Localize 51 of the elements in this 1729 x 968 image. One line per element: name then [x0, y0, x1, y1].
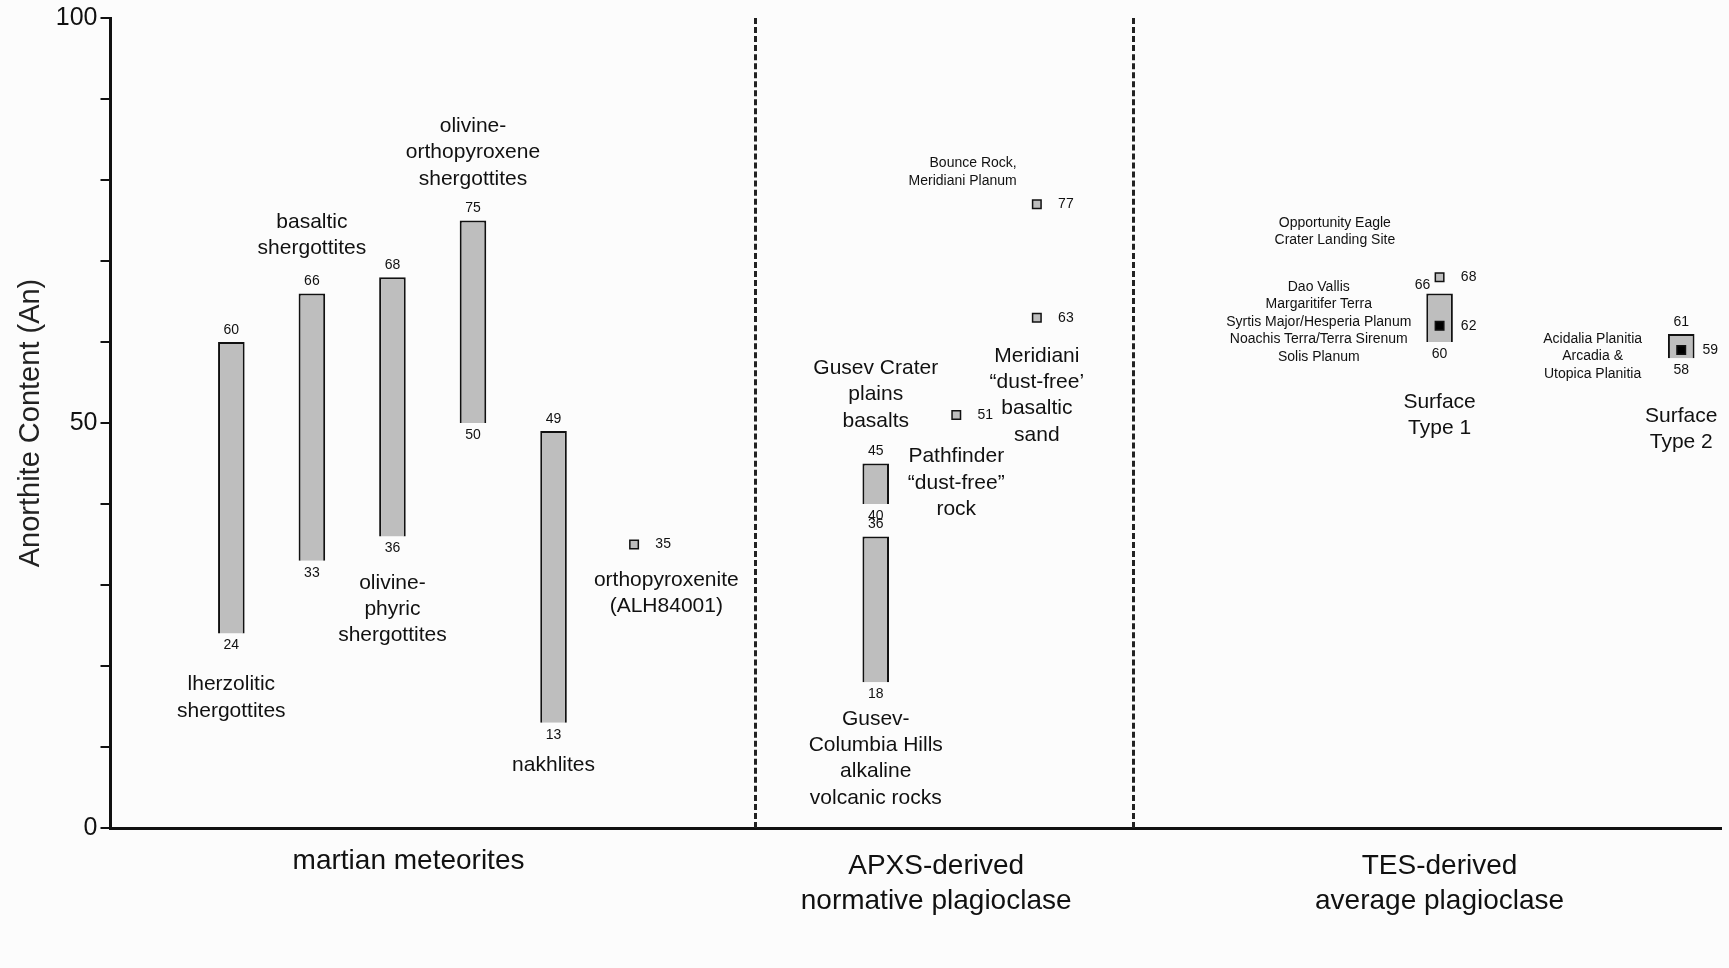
annotation: 66 — [1414, 276, 1431, 293]
annotation: basaltic shergottites — [257, 208, 367, 258]
annotation: 24 — [223, 636, 240, 653]
annotation: olivine- orthopyroxene shergottites — [405, 113, 541, 189]
annotation: orthopyroxenite (ALH84001) — [593, 566, 739, 617]
annotation: 49 — [545, 409, 562, 426]
y-tick-label: 0 — [83, 811, 98, 840]
data-label: 35 — [655, 535, 672, 552]
point — [1031, 312, 1042, 323]
annotation: Dao Vallis Margaritifer Terra Syrtis Major/Hesperia Planum Noachis Terra/Terra Sirenum Solis Planum — [1226, 277, 1412, 364]
annotation: Surface Type 1 — [1403, 388, 1476, 438]
y-tick-label: 100 — [55, 1, 98, 30]
annotation: 68 — [384, 256, 401, 273]
point — [1031, 199, 1042, 210]
text: TES-derived average plagioclase — [1315, 849, 1565, 916]
point — [951, 409, 962, 420]
annotation: 18 — [867, 685, 884, 702]
annotation: 66 — [304, 272, 320, 289]
annotation: Acidalia Planitia Arcadia & Utopica Planitia — [1543, 329, 1643, 381]
point — [1434, 320, 1445, 331]
annotation: Gusev Crater plains basalts — [813, 355, 939, 431]
data-label: 59 — [1702, 340, 1719, 357]
annotation: Opportunity Eagle Crater Landing Site — [1274, 213, 1396, 248]
data-label: 63 — [1058, 308, 1074, 325]
text: APXS-derived normative plagioclase — [800, 849, 1072, 916]
annotation: 36 — [384, 539, 401, 556]
data-label: 51 — [977, 405, 994, 422]
annotation: Bounce Rock, Meridiani Planum — [908, 154, 1017, 188]
point — [1434, 272, 1445, 283]
annotation: olivine- phyric shergottites — [338, 569, 447, 646]
annotation: 58 — [1673, 361, 1690, 378]
data-label: 77 — [1058, 195, 1074, 212]
y-axis-title: Anorthite Content (An) — [13, 278, 46, 568]
point — [629, 539, 640, 550]
y-tick-label: 50 — [69, 406, 98, 435]
annotation: 60 — [223, 320, 240, 337]
annotation: Surface Type 2 — [1645, 403, 1718, 453]
annotation: 45 — [867, 442, 884, 459]
annotation: 33 — [304, 563, 320, 580]
annotation: Gusev- Columbia Hills alkaline volcanic rocks — [808, 705, 943, 808]
annotation: 60 — [1431, 344, 1448, 361]
annotation: 61 — [1673, 312, 1690, 329]
data-label: 62 — [1460, 316, 1477, 333]
annotation: Pathfinder “dust-free” rock — [907, 443, 1005, 519]
annotation: 50 — [465, 425, 481, 442]
data-label: 68 — [1460, 268, 1477, 285]
text: martian meteorites — [292, 843, 525, 875]
annotation: 13 — [545, 725, 562, 742]
annotation: nakhlites — [512, 752, 595, 776]
annotation: 75 — [465, 199, 481, 216]
annotation: lherzolitic shergottites — [177, 671, 286, 721]
